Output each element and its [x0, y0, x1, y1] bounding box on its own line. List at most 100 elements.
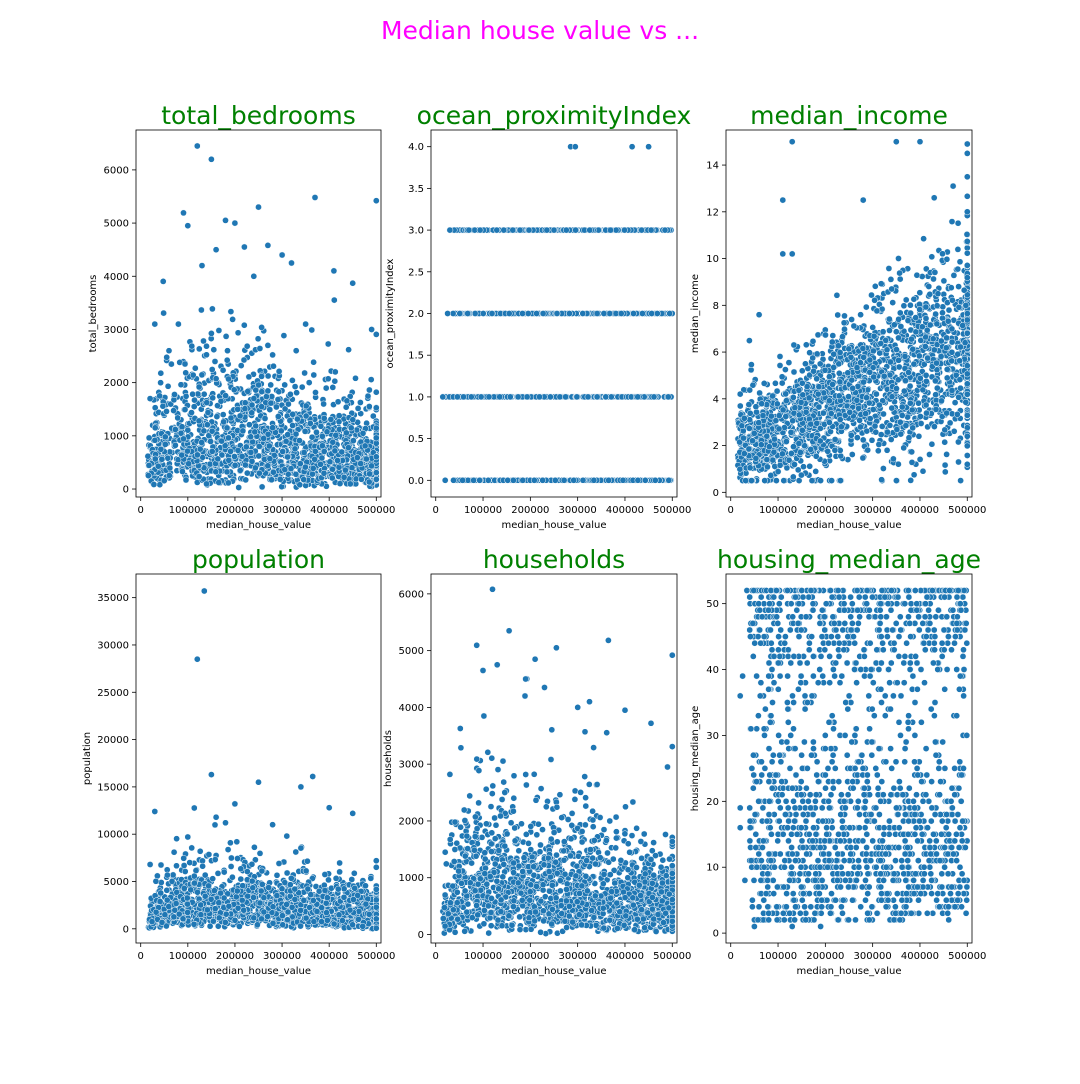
data-point — [213, 247, 219, 253]
data-point-dense — [838, 453, 844, 459]
data-point-dense — [190, 391, 196, 397]
data-point-dense — [923, 410, 929, 416]
data-point-dense — [146, 435, 152, 441]
data-point-dense — [798, 399, 804, 405]
data-point-dense — [913, 315, 919, 321]
data-point-dense — [297, 482, 303, 488]
data-point-dense — [165, 383, 171, 389]
y-tick-label: 2.5 — [408, 267, 424, 278]
data-point-dense — [851, 323, 857, 329]
data-point-dense — [365, 393, 371, 399]
data-point-dense — [280, 448, 286, 454]
data-point-dense — [811, 368, 817, 374]
data-point-dense — [747, 410, 753, 416]
data-point-dense — [580, 477, 586, 483]
data-point-dense — [635, 477, 641, 483]
data-point-dense — [814, 376, 820, 382]
data-point-dense — [908, 336, 914, 342]
data-point-dense — [292, 446, 298, 452]
data-point-dense — [929, 441, 935, 447]
data-point-dense — [270, 352, 276, 358]
data-point-dense — [172, 442, 178, 448]
data-point-dense — [255, 336, 261, 342]
data-point-dense — [933, 311, 939, 317]
data-point-dense — [771, 449, 777, 455]
data-point-dense — [282, 382, 288, 388]
data-point-dense — [945, 318, 951, 324]
data-point-dense — [666, 477, 672, 483]
data-point-dense — [746, 446, 752, 452]
data-point-dense — [817, 438, 823, 444]
data-point-dense — [776, 426, 782, 432]
data-point-dense — [160, 278, 166, 284]
data-point-dense — [762, 478, 768, 484]
data-point-dense — [944, 375, 950, 381]
data-point-dense — [213, 469, 219, 475]
data-point-dense — [934, 385, 940, 391]
data-point-dense — [259, 324, 265, 330]
data-point-dense — [847, 409, 853, 415]
data-point-dense — [178, 430, 184, 436]
data-point-dense — [196, 384, 202, 390]
data-point-dense — [845, 457, 851, 463]
data-point-dense — [651, 394, 657, 400]
data-point — [964, 174, 970, 180]
data-point-dense — [307, 420, 313, 426]
data-point — [175, 321, 181, 327]
data-point-dense — [164, 354, 170, 360]
data-point — [350, 280, 356, 286]
data-point-dense — [319, 433, 325, 439]
data-point-dense — [352, 375, 358, 381]
data-point-dense — [826, 419, 832, 425]
data-point-dense — [931, 424, 937, 430]
data-point — [265, 342, 271, 348]
data-point — [147, 396, 153, 402]
data-point-dense — [829, 478, 835, 484]
data-point-dense — [220, 367, 226, 373]
data-point-dense — [224, 348, 230, 354]
data-point — [756, 312, 762, 318]
data-point-dense — [607, 227, 613, 233]
data-point-dense — [948, 285, 954, 291]
data-point-dense — [791, 342, 797, 348]
data-point-dense — [893, 386, 899, 392]
data-point-dense — [203, 343, 209, 349]
y-tick-label: 0.5 — [408, 434, 424, 445]
data-point-dense — [774, 388, 780, 394]
data-point — [629, 144, 635, 150]
data-point-dense — [330, 384, 336, 390]
data-point-dense — [536, 394, 542, 400]
data-point-dense — [343, 404, 349, 410]
data-point-dense — [201, 428, 207, 434]
data-point-dense — [876, 441, 882, 447]
data-point-dense — [909, 459, 915, 465]
data-point-dense — [158, 446, 164, 452]
data-point-dense — [963, 399, 969, 405]
data-point-dense — [788, 450, 794, 456]
data-point-dense — [591, 477, 597, 483]
data-point-dense — [336, 419, 342, 425]
data-point-dense — [283, 438, 289, 444]
data-point-dense — [321, 401, 327, 407]
data-point-dense — [319, 455, 325, 461]
data-point-dense — [244, 343, 250, 349]
data-point-dense — [607, 310, 613, 316]
data-point-dense — [949, 339, 955, 345]
data-point — [789, 139, 795, 145]
data-point-dense — [837, 417, 843, 423]
data-point-dense — [832, 447, 838, 453]
data-point-dense — [746, 338, 752, 344]
data-point-dense — [910, 425, 916, 431]
data-point — [232, 220, 238, 226]
data-point-dense — [268, 400, 274, 406]
data-point-dense — [210, 395, 216, 401]
data-point-dense — [373, 435, 379, 441]
data-point-dense — [917, 375, 923, 381]
data-point-dense — [275, 396, 281, 402]
data-point-dense — [925, 355, 931, 361]
data-point-dense — [332, 448, 338, 454]
data-point-dense — [531, 477, 537, 483]
